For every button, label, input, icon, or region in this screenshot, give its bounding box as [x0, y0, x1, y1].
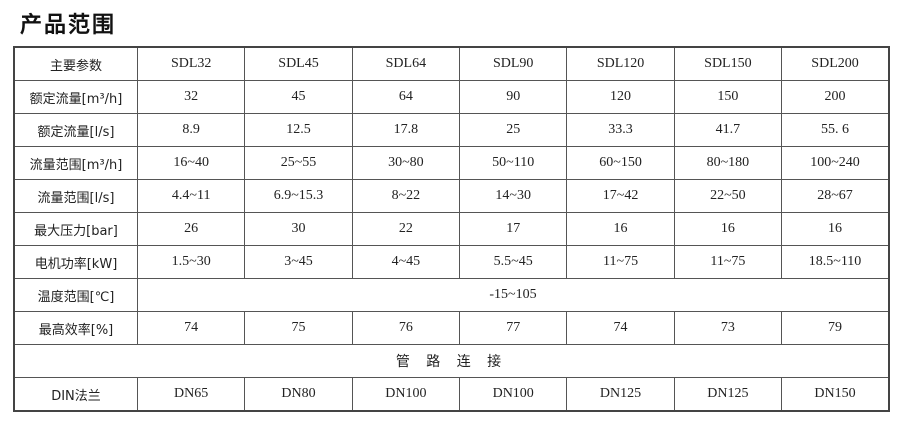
table-row: 最大压力[bar] 26 30 22 17 16 16 16 — [13, 212, 890, 246]
cell-value: 200 — [781, 80, 890, 114]
row-label: 流量范围[m³/h] — [13, 146, 138, 180]
cell-value: 14~30 — [459, 179, 568, 213]
cell-value: 17 — [459, 212, 568, 246]
cell-value: 41.7 — [673, 113, 783, 147]
section-heading: 管 路 连 接 — [13, 344, 890, 378]
cell-value: 6.9~15.3 — [244, 179, 353, 213]
cell-value: 80~180 — [673, 146, 783, 180]
cell-value: 4.4~11 — [136, 179, 246, 213]
cell-value: 79 — [781, 311, 890, 345]
row-label: 额定流量[l/s] — [13, 113, 138, 147]
cell-value: DN125 — [673, 377, 783, 412]
cell-value: 16 — [673, 212, 783, 246]
cell-value: 100~240 — [781, 146, 890, 180]
row-label: 温度范围[℃] — [13, 278, 138, 312]
cell-value: 12.5 — [244, 113, 353, 147]
cell-value: 76 — [351, 311, 461, 345]
cell-value: 22~50 — [673, 179, 783, 213]
cell-value: DN65 — [136, 377, 246, 412]
cell-value: 60~150 — [566, 146, 675, 180]
cell-value: 25~55 — [244, 146, 353, 180]
model-header: SDL150 — [673, 46, 783, 81]
model-header: SDL32 — [136, 46, 246, 81]
cell-value: 11~75 — [673, 245, 783, 279]
cell-value: 120 — [566, 80, 675, 114]
cell-value: 18.5~110 — [781, 245, 890, 279]
cell-value: 11~75 — [566, 245, 675, 279]
cell-value: 50~110 — [459, 146, 568, 180]
cell-value: DN125 — [566, 377, 675, 412]
cell-value: 32 — [136, 80, 246, 114]
row-label: DIN法兰 — [13, 377, 138, 412]
cell-value: 8.9 — [136, 113, 246, 147]
cell-value: 74 — [136, 311, 246, 345]
cell-value: 150 — [673, 80, 783, 114]
cell-value: 16~40 — [136, 146, 246, 180]
model-header: SDL90 — [459, 46, 568, 81]
temperature-row: 温度范围[℃] -15~105 — [13, 278, 890, 312]
row-label: 流量范围[l/s] — [13, 179, 138, 213]
temperature-value: -15~105 — [137, 278, 890, 312]
section-row: 管 路 连 接 — [13, 344, 890, 378]
cell-value: 28~67 — [781, 179, 890, 213]
cell-value: 4~45 — [351, 245, 461, 279]
cell-value: 16 — [781, 212, 890, 246]
cell-value: 3~45 — [244, 245, 353, 279]
table-row: 流量范围[l/s] 4.4~11 6.9~15.3 8~22 14~30 17~42 22~… — [13, 179, 890, 213]
cell-value: 30 — [244, 212, 353, 246]
cell-value: 8~22 — [351, 179, 461, 213]
cell-value: 75 — [244, 311, 353, 345]
cell-value: 5.5~45 — [459, 245, 568, 279]
efficiency-row: 最高效率[%] 74 75 76 77 74 73 79 — [13, 311, 890, 345]
cell-value: 22 — [351, 212, 461, 246]
cell-value: 1.5~30 — [136, 245, 246, 279]
cell-value: 74 — [566, 311, 675, 345]
cell-value: 90 — [459, 80, 568, 114]
cell-value: DN100 — [459, 377, 568, 412]
header-label: 主要参数 — [13, 46, 138, 81]
product-range-table: 主要参数 SDL32 SDL45 SDL64 SDL90 SDL120 SDL150 SDL2… — [13, 46, 890, 412]
cell-value: 45 — [244, 80, 353, 114]
cell-value: 17.8 — [351, 113, 461, 147]
row-label: 最高效率[%] — [13, 311, 138, 345]
model-header: SDL64 — [351, 46, 461, 81]
cell-value: DN80 — [244, 377, 353, 412]
model-header: SDL120 — [566, 46, 675, 81]
cell-value: 26 — [136, 212, 246, 246]
row-label: 电机功率[kW] — [13, 245, 138, 279]
cell-value: 30~80 — [351, 146, 461, 180]
cell-value: 64 — [351, 80, 461, 114]
cell-value: 17~42 — [566, 179, 675, 213]
cell-value: DN150 — [781, 377, 890, 412]
table-row: 额定流量[l/s] 8.9 12.5 17.8 25 33.3 41.7 55. 6 — [13, 113, 890, 147]
model-header: SDL200 — [781, 46, 890, 81]
page-title: 产品范围 — [20, 13, 117, 38]
cell-value: 73 — [673, 311, 783, 345]
cell-value: 25 — [459, 113, 568, 147]
cell-value: 77 — [459, 311, 568, 345]
cell-value: 33.3 — [566, 113, 675, 147]
table-row: 流量范围[m³/h] 16~40 25~55 30~80 50~110 60~150 80~… — [13, 146, 890, 180]
cell-value: 55. 6 — [781, 113, 890, 147]
header-row: 主要参数 SDL32 SDL45 SDL64 SDL90 SDL120 SDL150 SDL2… — [13, 46, 890, 81]
table-row: 电机功率[kW] 1.5~30 3~45 4~45 5.5~45 11~75 11~75 18… — [13, 245, 890, 279]
flange-row: DIN法兰 DN65 DN80 DN100 DN100 DN125 DN125 DN150 — [13, 377, 890, 412]
table-row: 额定流量[m³/h] 32 45 64 90 120 150 200 — [13, 80, 890, 114]
model-header: SDL45 — [244, 46, 353, 81]
row-label: 最大压力[bar] — [13, 212, 138, 246]
row-label: 额定流量[m³/h] — [13, 80, 138, 114]
cell-value: DN100 — [351, 377, 461, 412]
cell-value: 16 — [566, 212, 675, 246]
